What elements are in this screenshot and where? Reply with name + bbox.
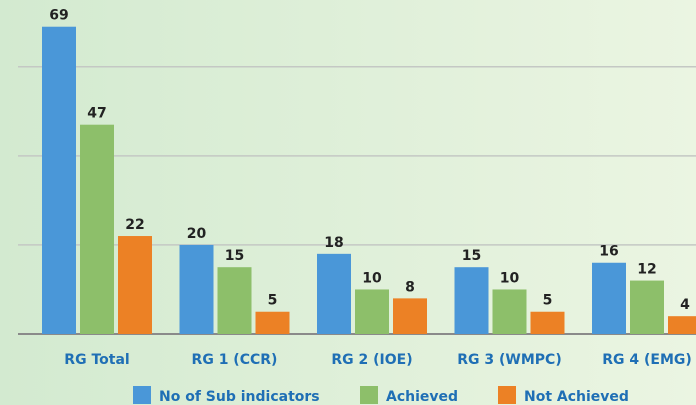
data-label: 18 [324, 235, 343, 251]
bar [118, 236, 152, 334]
bar [80, 124, 114, 335]
bar [255, 311, 290, 334]
bar [492, 289, 527, 334]
bar [630, 280, 664, 334]
x-tick-label: RG 3 (WMPC) [457, 352, 561, 368]
bar [592, 262, 626, 334]
bar [217, 267, 252, 334]
data-label: 4 [680, 297, 690, 313]
data-label: 5 [268, 293, 278, 309]
bar [668, 316, 696, 334]
x-tick-label: RG 1 (CCR) [192, 352, 278, 368]
legend-label: Achieved [386, 389, 458, 405]
data-label: 22 [125, 217, 144, 233]
bar [393, 298, 427, 334]
x-tick-label: RG Total [64, 352, 129, 368]
legend-label: No of Sub indicators [159, 389, 320, 405]
data-label: 10 [362, 270, 382, 286]
bar [179, 244, 214, 334]
data-label: 10 [500, 270, 520, 286]
data-label: 15 [462, 248, 481, 264]
bar [530, 311, 565, 334]
bar [317, 253, 351, 334]
bar [355, 289, 389, 334]
bar [454, 267, 489, 334]
legend-swatch [133, 386, 151, 404]
data-label: 69 [49, 8, 68, 24]
data-label: 8 [405, 279, 415, 295]
data-label: 20 [187, 226, 207, 242]
data-label: 5 [543, 293, 553, 309]
data-label: 47 [87, 106, 106, 122]
data-label: 16 [599, 244, 618, 260]
legend-swatch [360, 386, 378, 404]
legend-swatch [498, 386, 516, 404]
data-label: 12 [637, 262, 656, 278]
data-label: 15 [225, 248, 244, 264]
x-tick-label: RG 2 (IOE) [331, 352, 412, 368]
x-tick-label: RG 4 (EMG) [602, 352, 692, 368]
legend-label: Not Achieved [524, 389, 629, 405]
bar [42, 26, 76, 334]
